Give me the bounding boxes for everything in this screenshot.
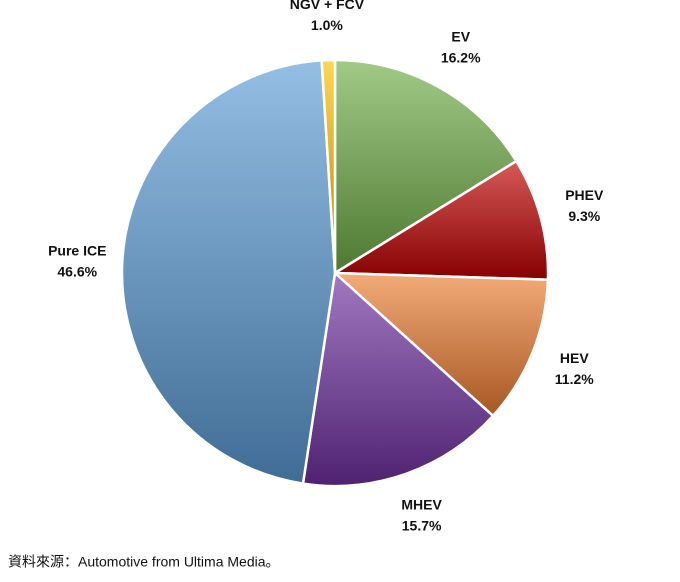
slice-label: MHEV (401, 497, 442, 513)
slice-value-label: 1.0% (311, 17, 343, 33)
slice-value-label: 11.2% (555, 371, 594, 387)
pie-slice (301, 270, 495, 488)
slice-value-label: 15.7% (402, 518, 442, 534)
slice-value-label: 9.3% (568, 208, 600, 224)
slice-value-label: 16.2% (441, 49, 481, 65)
slice-label: EV (451, 28, 470, 44)
source-note: 資料來源：Automotive from Ultima Media。 (8, 554, 280, 570)
slice-label: HEV (560, 350, 589, 366)
pie-slice (320, 58, 337, 274)
pie-slice (331, 271, 550, 418)
slice-value-label: 46.6% (57, 263, 97, 279)
slice-label: Pure ICE (48, 242, 106, 258)
pie-slice (330, 159, 550, 281)
slice-label: PHEV (565, 187, 604, 203)
slice-label: NGV + FCV (290, 0, 365, 12)
pie-slice (333, 58, 518, 276)
pie-slice (120, 59, 337, 486)
